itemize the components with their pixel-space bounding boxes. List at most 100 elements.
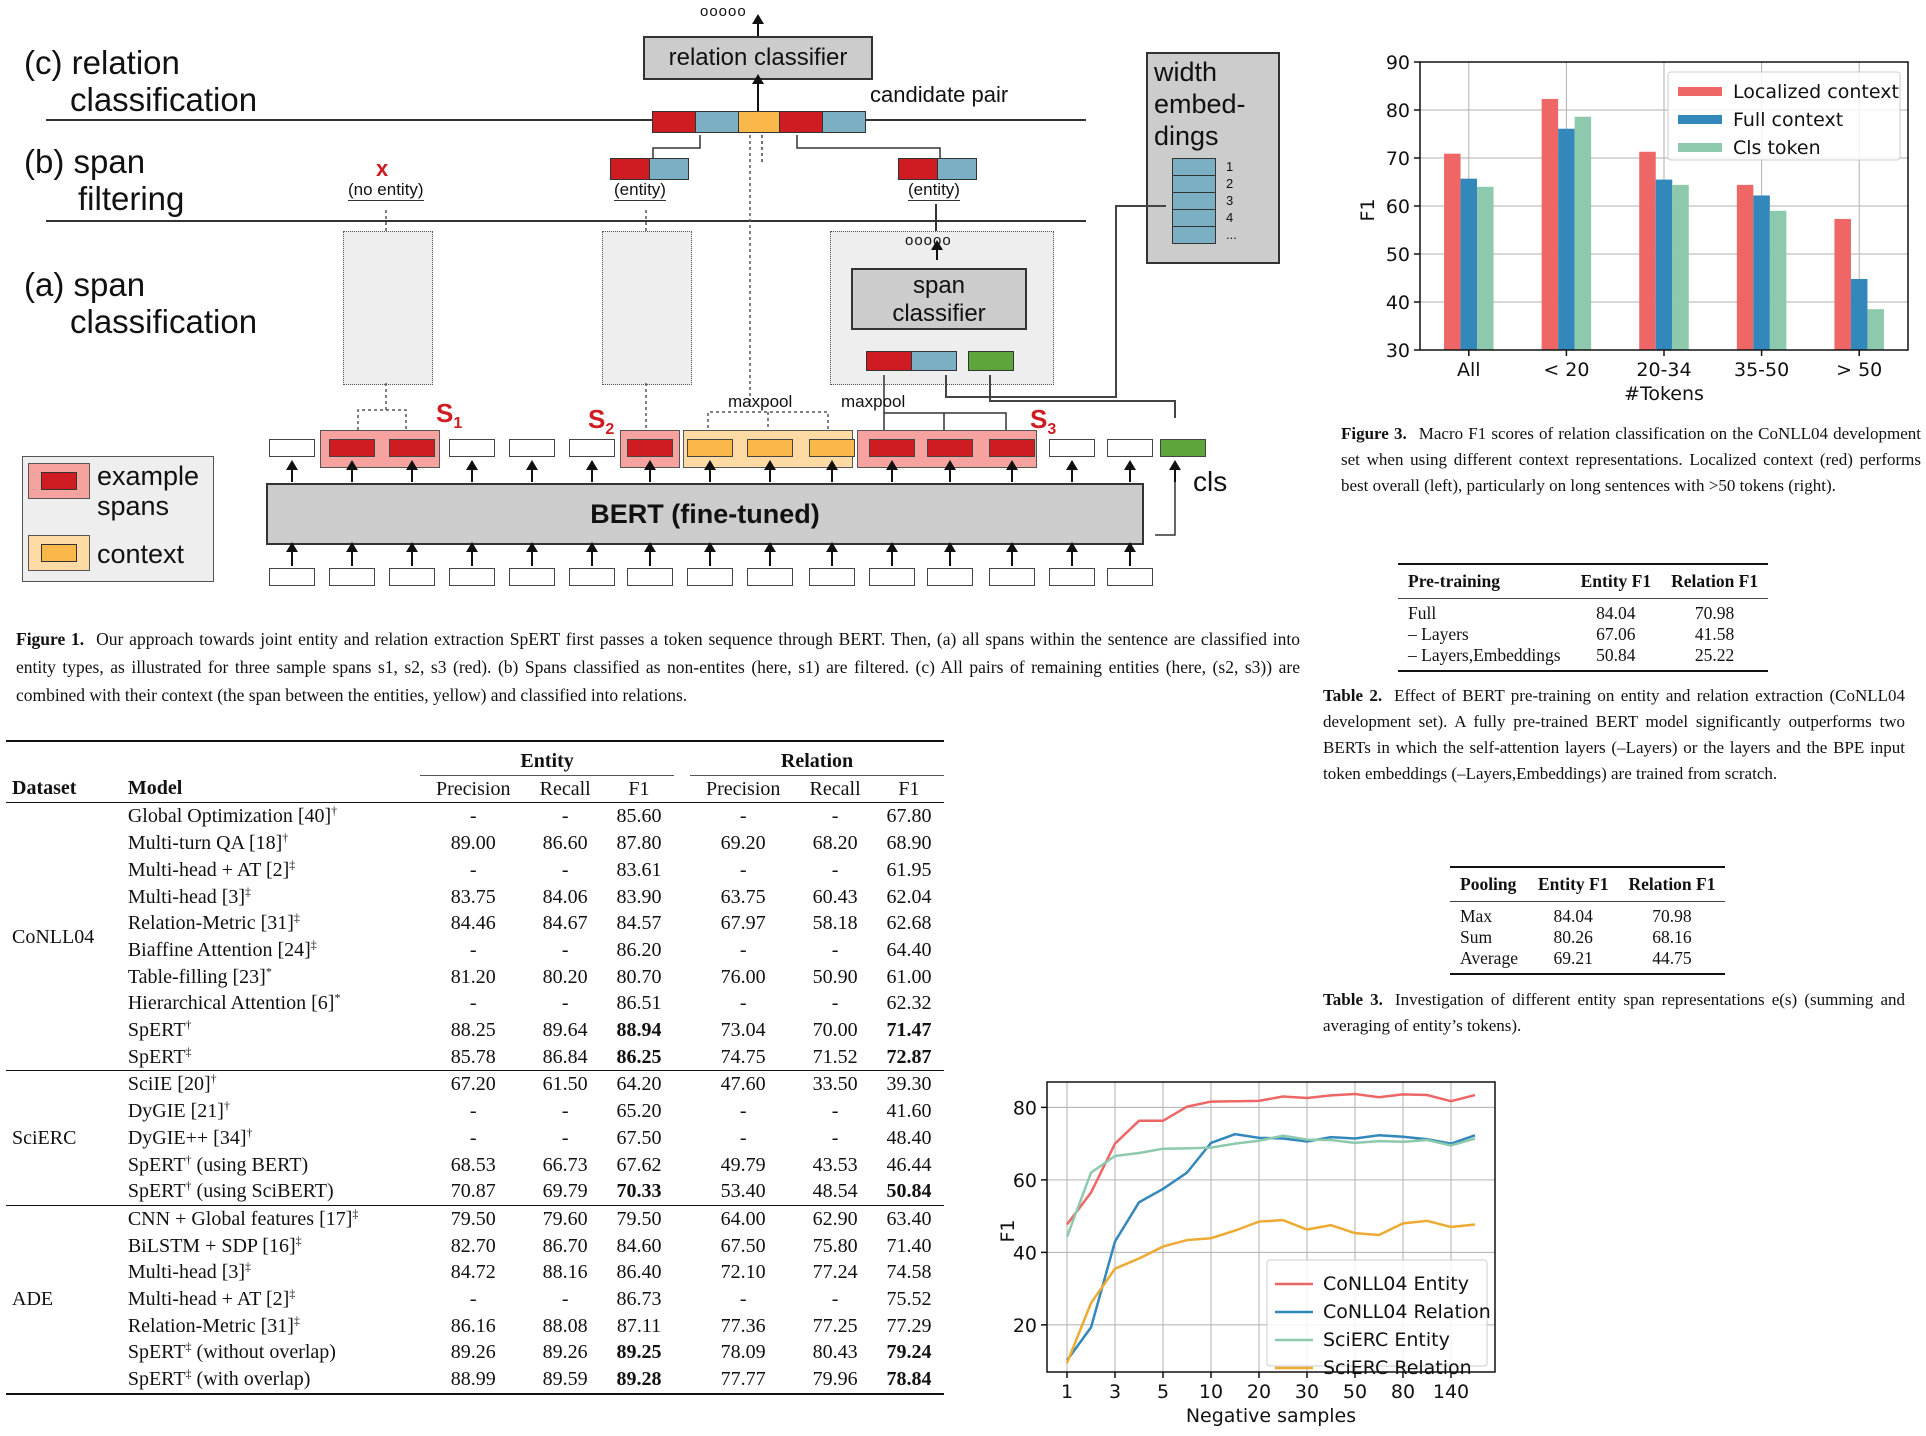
model-name: Global Optimization [40]	[127, 805, 332, 828]
value-cell: 79.96	[812, 1368, 858, 1391]
value-cell: 25.22	[1694, 645, 1735, 665]
footnote-mark: *	[265, 963, 272, 978]
footnote-mark: ‡	[185, 1339, 192, 1354]
table-row: – Layers 67.06 41.58	[1398, 624, 1768, 645]
span-label-s2: S2	[588, 404, 615, 439]
value-cell: 79.50	[450, 1207, 496, 1230]
legend-label: Cls token	[1733, 137, 1821, 159]
value-cell: -	[561, 992, 569, 1015]
value-cell: 78.09	[720, 1341, 766, 1364]
footnote-mark: †	[185, 1151, 192, 1166]
spacer	[674, 964, 690, 991]
arrow-icon	[764, 460, 776, 482]
arrow-icon	[286, 460, 298, 482]
value-cell: -	[831, 938, 839, 961]
col-relation-precision: Precision	[690, 774, 797, 803]
arrow-icon	[886, 542, 898, 566]
label-cell: Max	[1460, 906, 1493, 926]
bar-localized-context	[1736, 184, 1754, 350]
spacer	[674, 857, 690, 884]
spacer	[674, 1233, 690, 1260]
model-name: Table-filling [23]	[127, 965, 266, 988]
spacer	[674, 775, 690, 803]
value-cell: -	[469, 1126, 477, 1149]
footnote-mark: *	[334, 990, 341, 1005]
value-cell: -	[469, 1288, 477, 1311]
value-cell: 70.33	[616, 1180, 662, 1203]
y-tick-label: 50	[1386, 244, 1410, 266]
value-cell: -	[739, 938, 747, 961]
arrow-icon	[752, 14, 764, 36]
label-cell: Full	[1408, 603, 1437, 623]
embedding-row	[1173, 210, 1215, 227]
model-name: Relation-Metric [31]	[127, 1314, 294, 1337]
table-row: SpERT† 88.25 89.64 88.94 73.04 70.00 71.47	[6, 1017, 944, 1044]
value-cell: 71.47	[886, 1019, 932, 1042]
footnote-mark: †	[223, 1098, 230, 1113]
col-entity-f1: Entity F1	[1537, 874, 1609, 894]
arrow-icon	[526, 542, 538, 566]
value-cell: 67.20	[450, 1073, 496, 1096]
bar-full-context	[1850, 278, 1868, 350]
context-cell	[738, 112, 779, 132]
bar-full-context	[1753, 195, 1770, 350]
dataset-cell: CoNLL04	[12, 925, 95, 948]
value-cell: 46.44	[886, 1153, 932, 1176]
legend-swatch	[1678, 87, 1722, 96]
cls-label: cls	[1193, 466, 1228, 497]
negative-samples-line-chart: 20 40 60 80 1 3 5 10 20 30 50 80 140 Negative samples…	[997, 1081, 1496, 1427]
legend-label: CoNLL04 Entity	[1323, 1273, 1469, 1295]
table2-caption: Table 2. Effect of BERT pre-training on e…	[1323, 683, 1905, 787]
value-cell: -	[469, 805, 477, 828]
legend-label: Localized context	[1733, 81, 1899, 103]
bar-localized-context	[1834, 218, 1851, 350]
arrow-icon	[346, 460, 358, 482]
value-cell: 84.04	[1553, 906, 1593, 926]
span-token	[329, 439, 375, 457]
value-cell: 80.70	[616, 965, 662, 988]
maxpool-label-span: maxpool	[841, 392, 906, 411]
span-classifier-box-s2	[602, 231, 692, 385]
embedding-row	[1173, 176, 1215, 193]
input-token	[389, 568, 435, 586]
value-cell: 71.52	[812, 1045, 858, 1068]
spacer	[674, 1339, 690, 1366]
table2-caption-label: Table 2.	[1323, 686, 1383, 705]
value-cell: 86.73	[616, 1288, 662, 1311]
model-name: Multi-head [3]	[127, 885, 246, 908]
pretraining-table-body: Full 84.04 70.98– Layers 67.06 41.58– Layers…	[1398, 599, 1768, 672]
value-cell: 86.25	[616, 1045, 662, 1068]
model-name: Relation-Metric [31]	[127, 912, 294, 935]
entity-group-header: Entity	[520, 750, 574, 772]
value-cell: 88.94	[616, 1019, 662, 1042]
value-cell: 50.84	[886, 1180, 932, 1203]
value-cell: 70.87	[450, 1180, 496, 1203]
x-tick-label: 80	[1391, 1381, 1415, 1403]
value-cell: 89.28	[616, 1368, 662, 1391]
width-embeddings-line2: embed-	[1154, 89, 1246, 119]
table-row: – Layers,Embeddings 50.84 25.22	[1398, 645, 1768, 671]
spacer	[674, 803, 690, 830]
pooling-table: Pooling Entity F1 Relation F1 Max 84.04 70…	[1450, 866, 1726, 975]
line-scierc-relation	[1065, 1218, 1476, 1364]
value-cell: 77.36	[720, 1314, 766, 1337]
model-cell: DyGIE [21]†	[122, 1098, 420, 1125]
input-token	[687, 568, 733, 586]
x-axis-label: #Tokens	[1624, 383, 1704, 405]
value-cell: 78.84	[886, 1368, 932, 1391]
value-cell: 86.70	[542, 1234, 588, 1257]
arrow-icon	[826, 542, 838, 566]
x-tick-label: 20-34	[1636, 359, 1691, 381]
value-cell: 62.32	[886, 992, 932, 1015]
span-token	[989, 439, 1035, 457]
span-token	[389, 439, 435, 457]
footnote-mark: †	[185, 1178, 192, 1193]
value-cell: 84.57	[616, 912, 662, 935]
figure1-caption-label: Figure 1.	[16, 629, 85, 649]
width-indices: 1 2 3 4 ...	[1226, 158, 1237, 243]
value-cell: 73.04	[720, 1019, 766, 1042]
value-cell: 87.80	[616, 832, 662, 855]
model-cell: SpERT‡	[122, 1044, 420, 1071]
legend-example-line1: example	[97, 461, 200, 491]
value-cell: 74.58	[886, 1261, 932, 1284]
